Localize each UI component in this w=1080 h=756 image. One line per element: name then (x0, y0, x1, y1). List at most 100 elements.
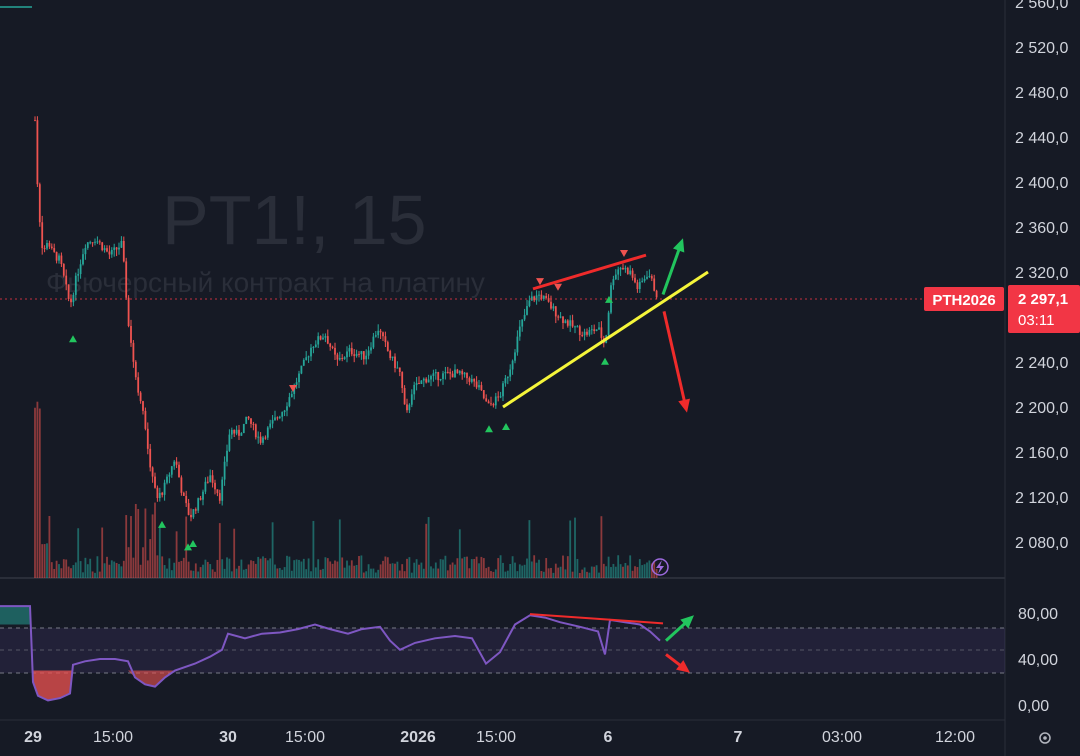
candle-body (533, 296, 536, 301)
volume-bar (331, 563, 334, 578)
volume-bar (372, 568, 375, 578)
volume-bar (216, 559, 219, 578)
candle-body (418, 382, 420, 384)
lightning-icon[interactable] (651, 558, 669, 576)
volume-bar (631, 570, 634, 578)
candle-body (598, 327, 600, 330)
rsi-tick-label: 0,00 (1018, 698, 1049, 715)
volume-bar (175, 531, 178, 578)
volume-bar (396, 561, 399, 578)
candle-body (562, 316, 564, 324)
candle-body (34, 120, 36, 122)
volume-bar (166, 568, 168, 578)
volume-bar (271, 522, 274, 578)
candle-body (86, 242, 89, 248)
buy-marker (485, 425, 493, 433)
candle-body (242, 423, 245, 434)
candle-body (74, 275, 77, 295)
volume-bar (430, 566, 432, 578)
rsi-drawings[interactable] (529, 613, 694, 673)
candle-body (307, 356, 310, 358)
volume-bar (530, 561, 533, 578)
sell-marker (536, 278, 544, 286)
volume-bar (252, 561, 255, 578)
candle-body (538, 294, 540, 296)
candle-body (338, 357, 341, 360)
candle-body (413, 384, 416, 395)
candle-body (235, 429, 238, 434)
candle-body (365, 355, 368, 360)
candle-body (350, 348, 353, 355)
candle-body (535, 295, 538, 301)
buy-marker (69, 335, 77, 343)
candle-body (456, 369, 459, 374)
candle-body (314, 344, 317, 347)
candle-body (470, 378, 473, 382)
volume-bar (343, 567, 346, 578)
volume-bar (574, 517, 576, 578)
volume-bar (509, 564, 512, 578)
sell-marker (620, 250, 628, 257)
candle-body (89, 242, 92, 244)
candle-body (58, 255, 60, 261)
price-tick-label: 2 520,0 (1015, 40, 1068, 57)
candle-body (295, 382, 298, 385)
volume-bar (617, 555, 620, 578)
candle-body (650, 276, 653, 279)
time-tick-label: 30 (219, 729, 237, 746)
volume-bar (158, 526, 161, 578)
volume-bar (384, 556, 387, 578)
volume-bar (262, 556, 264, 578)
volume-bar (641, 565, 644, 578)
candle-body (170, 466, 173, 475)
volume-bar (559, 566, 562, 578)
time-axis[interactable]: 29 15:00 30 15:00 2026 15:00 6 7 03:00 12:00 (24, 729, 975, 746)
rsi-oversold-fill (33, 670, 73, 701)
volume-bar (38, 408, 41, 578)
volume-bar (590, 566, 593, 578)
candle-body (434, 372, 437, 374)
candle-body (257, 436, 260, 438)
candle-body (154, 476, 156, 488)
volume-bar (516, 571, 519, 578)
volume-bar (194, 563, 197, 578)
volume-bar (113, 561, 116, 578)
trend-line (532, 253, 647, 291)
volume-bar (552, 572, 555, 578)
candle-body (298, 373, 300, 383)
candle-body (310, 347, 312, 357)
candle-body (636, 282, 639, 290)
candle-body (290, 393, 293, 398)
candle-body (158, 492, 161, 499)
volume-bar (588, 572, 591, 578)
volume-bar (427, 517, 430, 578)
candle-body (254, 424, 257, 438)
candle-body (410, 394, 413, 405)
volume-bar (480, 556, 483, 578)
candle-body (134, 361, 137, 378)
volume-bar (233, 528, 236, 578)
candle-body (271, 420, 274, 424)
candle-body (185, 495, 188, 504)
candle-body (384, 336, 387, 343)
candle-body (461, 371, 464, 375)
volume-bar (581, 569, 584, 578)
candle-body (442, 373, 444, 379)
volume-bar (619, 564, 622, 578)
settings-icon[interactable] (1039, 732, 1051, 744)
rsi-fills (0, 606, 175, 701)
candle-body (283, 410, 286, 413)
volume-bar (566, 556, 569, 578)
rsi-axis[interactable]: 80,00 40,00 0,00 (1018, 606, 1058, 715)
drawings[interactable] (502, 238, 709, 413)
sell-marker (554, 283, 562, 291)
volume-bar (523, 564, 526, 578)
candle-body (466, 372, 468, 379)
candle-body (559, 316, 562, 318)
volume-bar (250, 560, 252, 578)
candle-body (547, 298, 550, 302)
candle-body (77, 274, 80, 276)
volume-bar (202, 564, 204, 578)
candle-body (427, 379, 430, 383)
